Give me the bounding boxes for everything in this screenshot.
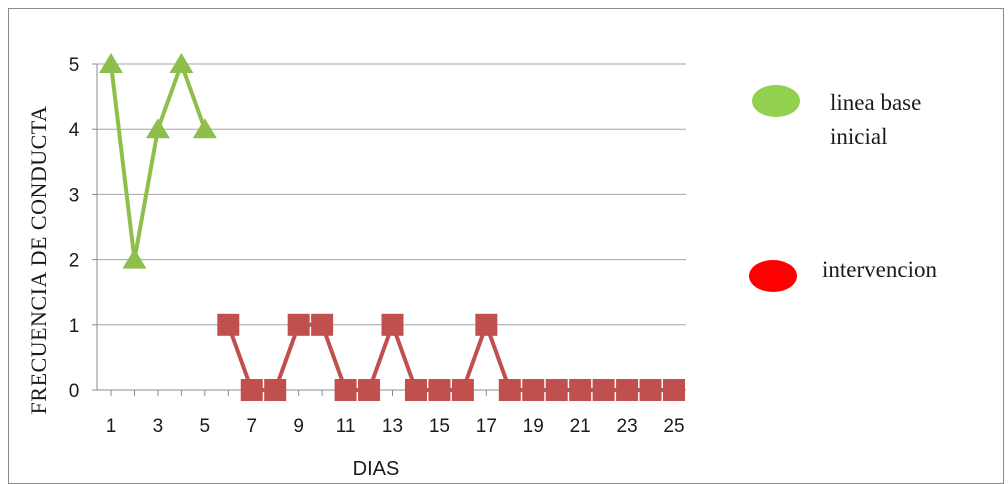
legend-label: linea base <box>830 90 921 115</box>
y-tick-label: 4 <box>69 120 80 141</box>
y-tick-label: 3 <box>69 185 80 206</box>
gridlines <box>96 63 686 391</box>
data-point-triangle <box>122 248 147 269</box>
legend-label: inicial <box>830 124 887 149</box>
data-point-square <box>522 379 545 401</box>
x-axis-label: DIAS <box>353 458 400 478</box>
legend-marker-1 <box>752 85 800 117</box>
data-point-square <box>311 313 334 336</box>
x-tick-label: 11 <box>336 416 356 437</box>
data-point-square <box>592 379 615 401</box>
data-point-square <box>240 379 263 401</box>
y-axis-ticks: 0 1 2 3 4 5 <box>69 55 97 402</box>
legend-marker-2 <box>749 260 797 292</box>
y-tick-label: 1 <box>69 316 80 337</box>
series-group <box>99 53 685 401</box>
data-point-square <box>616 379 639 401</box>
data-point-square <box>451 379 474 401</box>
data-point-square <box>334 379 357 401</box>
data-point-square <box>475 313 498 336</box>
data-point-square <box>428 379 451 401</box>
y-axis-label: FRECUENCIA DE CONDUCTA <box>26 106 51 415</box>
y-tick-label: 5 <box>69 55 80 76</box>
legend-label: intervencion <box>822 257 937 282</box>
x-tick-label: 21 <box>570 416 591 437</box>
x-tick-label: 9 <box>293 416 304 437</box>
x-tick-label: 5 <box>200 416 211 437</box>
x-tick-label: 13 <box>382 416 403 437</box>
x-tick-label: 25 <box>663 416 684 437</box>
x-axis-ticks: 1 3 5 7 9 11 13 15 17 19 21 23 25 <box>106 390 685 437</box>
data-point-triangle <box>145 118 170 139</box>
data-point-square <box>404 379 427 401</box>
series-line-1 <box>109 62 207 262</box>
x-tick-label: 15 <box>429 416 450 437</box>
x-tick-label: 23 <box>617 416 638 437</box>
data-point-square <box>217 313 240 336</box>
data-point-square <box>663 379 685 401</box>
data-point-square <box>381 313 404 336</box>
data-point-square <box>498 379 521 401</box>
x-tick-label: 3 <box>153 416 164 437</box>
legend: linea base inicial intervencion <box>749 85 937 292</box>
data-point-square <box>569 379 592 401</box>
x-tick-label: 19 <box>523 416 544 437</box>
x-tick-label: 7 <box>246 416 257 437</box>
data-point-square <box>264 379 287 401</box>
x-tick-label: 17 <box>476 416 497 437</box>
y-tick-label: 0 <box>69 381 80 402</box>
data-point-square <box>639 379 662 401</box>
y-tick-label: 2 <box>69 251 80 272</box>
data-point-triangle <box>169 53 194 73</box>
data-point-square <box>545 379 568 401</box>
data-point-square <box>287 313 310 336</box>
data-point-square <box>358 379 381 401</box>
data-point-triangle <box>192 118 217 139</box>
x-tick-label: 1 <box>106 416 117 437</box>
data-point-triangle <box>99 53 123 73</box>
